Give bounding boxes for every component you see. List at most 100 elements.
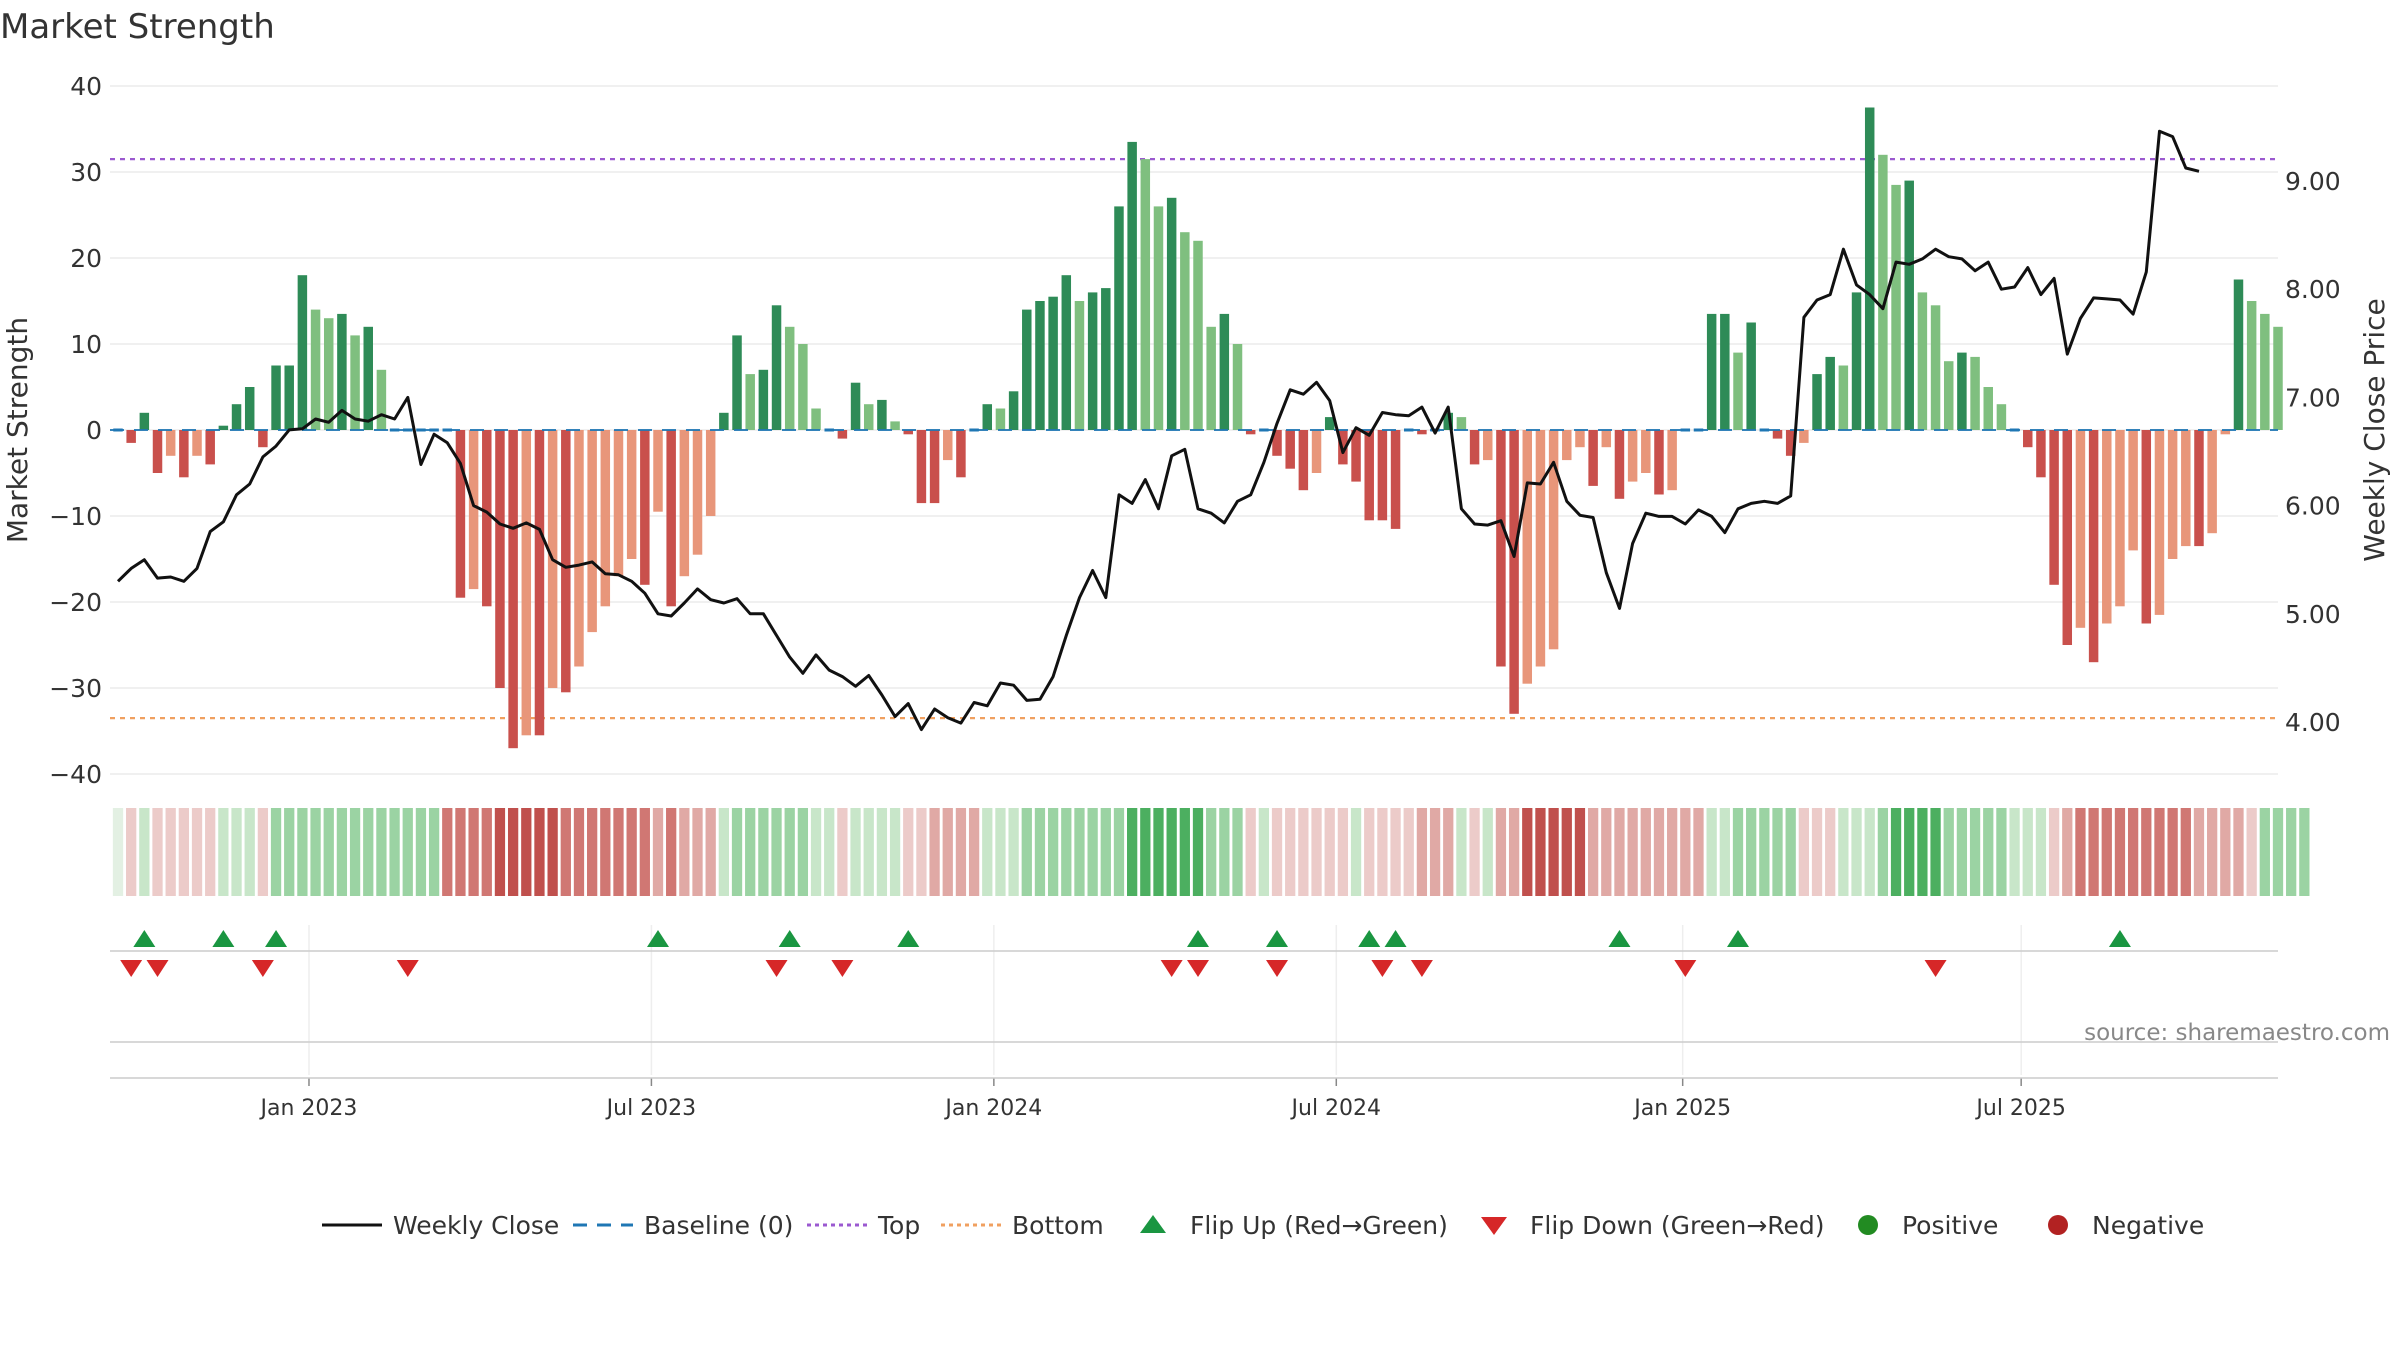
strip-cell <box>218 808 229 896</box>
strip-cell <box>1113 808 1125 896</box>
strip-cell <box>178 808 189 896</box>
strip-cell <box>1219 808 1230 896</box>
strength-bar-positive <box>1048 296 1058 430</box>
strip-cell <box>2193 808 2205 896</box>
strength-bar-positive <box>877 399 887 430</box>
strip-cell <box>415 808 427 896</box>
strip-cell <box>1601 808 1612 896</box>
strip-cell <box>1166 808 1177 896</box>
strip-cell <box>455 808 466 896</box>
strength-bar-positive <box>890 421 900 430</box>
strip-cell <box>1416 808 1428 896</box>
strength-bar-positive <box>1074 301 1085 430</box>
strip-cell <box>1140 808 1151 896</box>
strip-cell <box>2246 808 2257 896</box>
strength-bar-negative <box>1285 430 1295 469</box>
strip-cell <box>889 808 901 896</box>
x-tick-label: Jul 2024 <box>1290 1096 1382 1121</box>
strip-cell <box>2048 808 2060 896</box>
strip-cell <box>2207 808 2218 896</box>
strip-cell <box>2127 808 2139 896</box>
strip-cell <box>560 808 571 896</box>
strip-cell <box>1285 808 1296 896</box>
strength-bar-positive <box>1864 107 1875 430</box>
strength-bar-positive <box>1087 292 1098 430</box>
strength-bar-zero <box>1759 428 1770 432</box>
strip-cell <box>1245 808 1256 896</box>
strength-bar-negative <box>2075 430 2086 628</box>
strip-cell <box>1732 808 1744 896</box>
strip-cell <box>1587 808 1599 896</box>
strip-cell <box>1759 808 1770 896</box>
flip-down-marker <box>1410 960 1433 977</box>
strength-bar-negative <box>534 430 545 736</box>
strip-cell <box>679 808 690 896</box>
y2-axis-label: Weekly Close Price <box>2358 298 2391 561</box>
strip-cell <box>270 808 282 896</box>
strip-cell <box>231 808 242 896</box>
strength-bar-negative <box>2154 430 2165 615</box>
strip-cell <box>297 808 308 896</box>
strength-bar-negative <box>2036 430 2046 478</box>
strip-cell <box>745 808 756 896</box>
strength-bar-negative <box>929 430 940 504</box>
strength-bar-positive <box>1970 356 1980 430</box>
x-tick-label: Jul 2023 <box>605 1096 697 1121</box>
strip-cell <box>652 808 664 896</box>
strip-cell <box>1034 808 1046 896</box>
strength-bar-negative <box>1351 430 1361 482</box>
strip-cell <box>810 808 822 896</box>
strip-cell <box>1311 808 1322 896</box>
legend-label: Negative <box>2092 1211 2204 1240</box>
strength-bar-positive <box>1219 313 1230 430</box>
strip-cell <box>1719 808 1730 896</box>
strip-cell <box>1561 808 1572 896</box>
strip-cell <box>1996 808 2007 896</box>
flip-down-marker <box>146 960 169 977</box>
flip-up-marker <box>2108 930 2131 947</box>
strength-bar-negative <box>1535 430 1546 667</box>
strength-bar-negative <box>258 430 268 448</box>
y-tick-label: 10 <box>70 330 102 359</box>
strength-bar-negative <box>2141 430 2152 624</box>
strip-cell <box>1429 808 1441 896</box>
strip-cell <box>863 808 874 896</box>
strength-bar-negative <box>482 430 492 607</box>
strip-cell <box>349 808 361 896</box>
strength-bar-positive <box>771 305 782 430</box>
strip-cell <box>376 808 387 896</box>
strength-bar-negative <box>692 430 703 555</box>
strength-bar-negative <box>2167 430 2178 559</box>
x-tick-label: Jan 2023 <box>259 1096 358 1121</box>
strip-cell <box>284 808 295 896</box>
strip-cell <box>2035 808 2047 896</box>
strength-bar-positive <box>1983 387 1993 430</box>
strength-bar-negative <box>2220 430 2231 435</box>
strength-bar-negative <box>1588 430 1598 486</box>
strip-cell <box>468 808 479 896</box>
strength-bar-negative <box>1772 430 1783 439</box>
strip-cell <box>2062 808 2073 896</box>
strength-bar-negative <box>455 430 466 598</box>
strip-cell <box>995 808 1006 896</box>
strength-bar-positive <box>758 369 769 430</box>
strength-bar-positive <box>1101 288 1111 430</box>
flip-down-marker <box>765 960 788 977</box>
strip-cell <box>244 808 255 896</box>
legend-label: Flip Up (Red→Green) <box>1190 1211 1448 1240</box>
strength-bar-negative <box>2049 430 2059 585</box>
strength-bar-positive <box>1851 292 1862 430</box>
flip-down-marker <box>396 960 419 977</box>
y-tick-label: 40 <box>70 72 102 101</box>
strip-cell <box>626 808 637 896</box>
strength-bar-positive <box>1035 301 1045 430</box>
strength-bar-negative <box>152 430 163 473</box>
strength-bar-positive <box>350 335 360 430</box>
strength-bar-positive <box>995 408 1006 430</box>
strength-bar-negative <box>2102 430 2112 624</box>
strength-bar-positive <box>323 318 334 430</box>
y-tick-label: −40 <box>49 760 102 789</box>
strength-bar-negative <box>1654 430 1664 495</box>
strength-bar-negative <box>903 430 913 435</box>
strip-cell <box>2233 808 2244 896</box>
